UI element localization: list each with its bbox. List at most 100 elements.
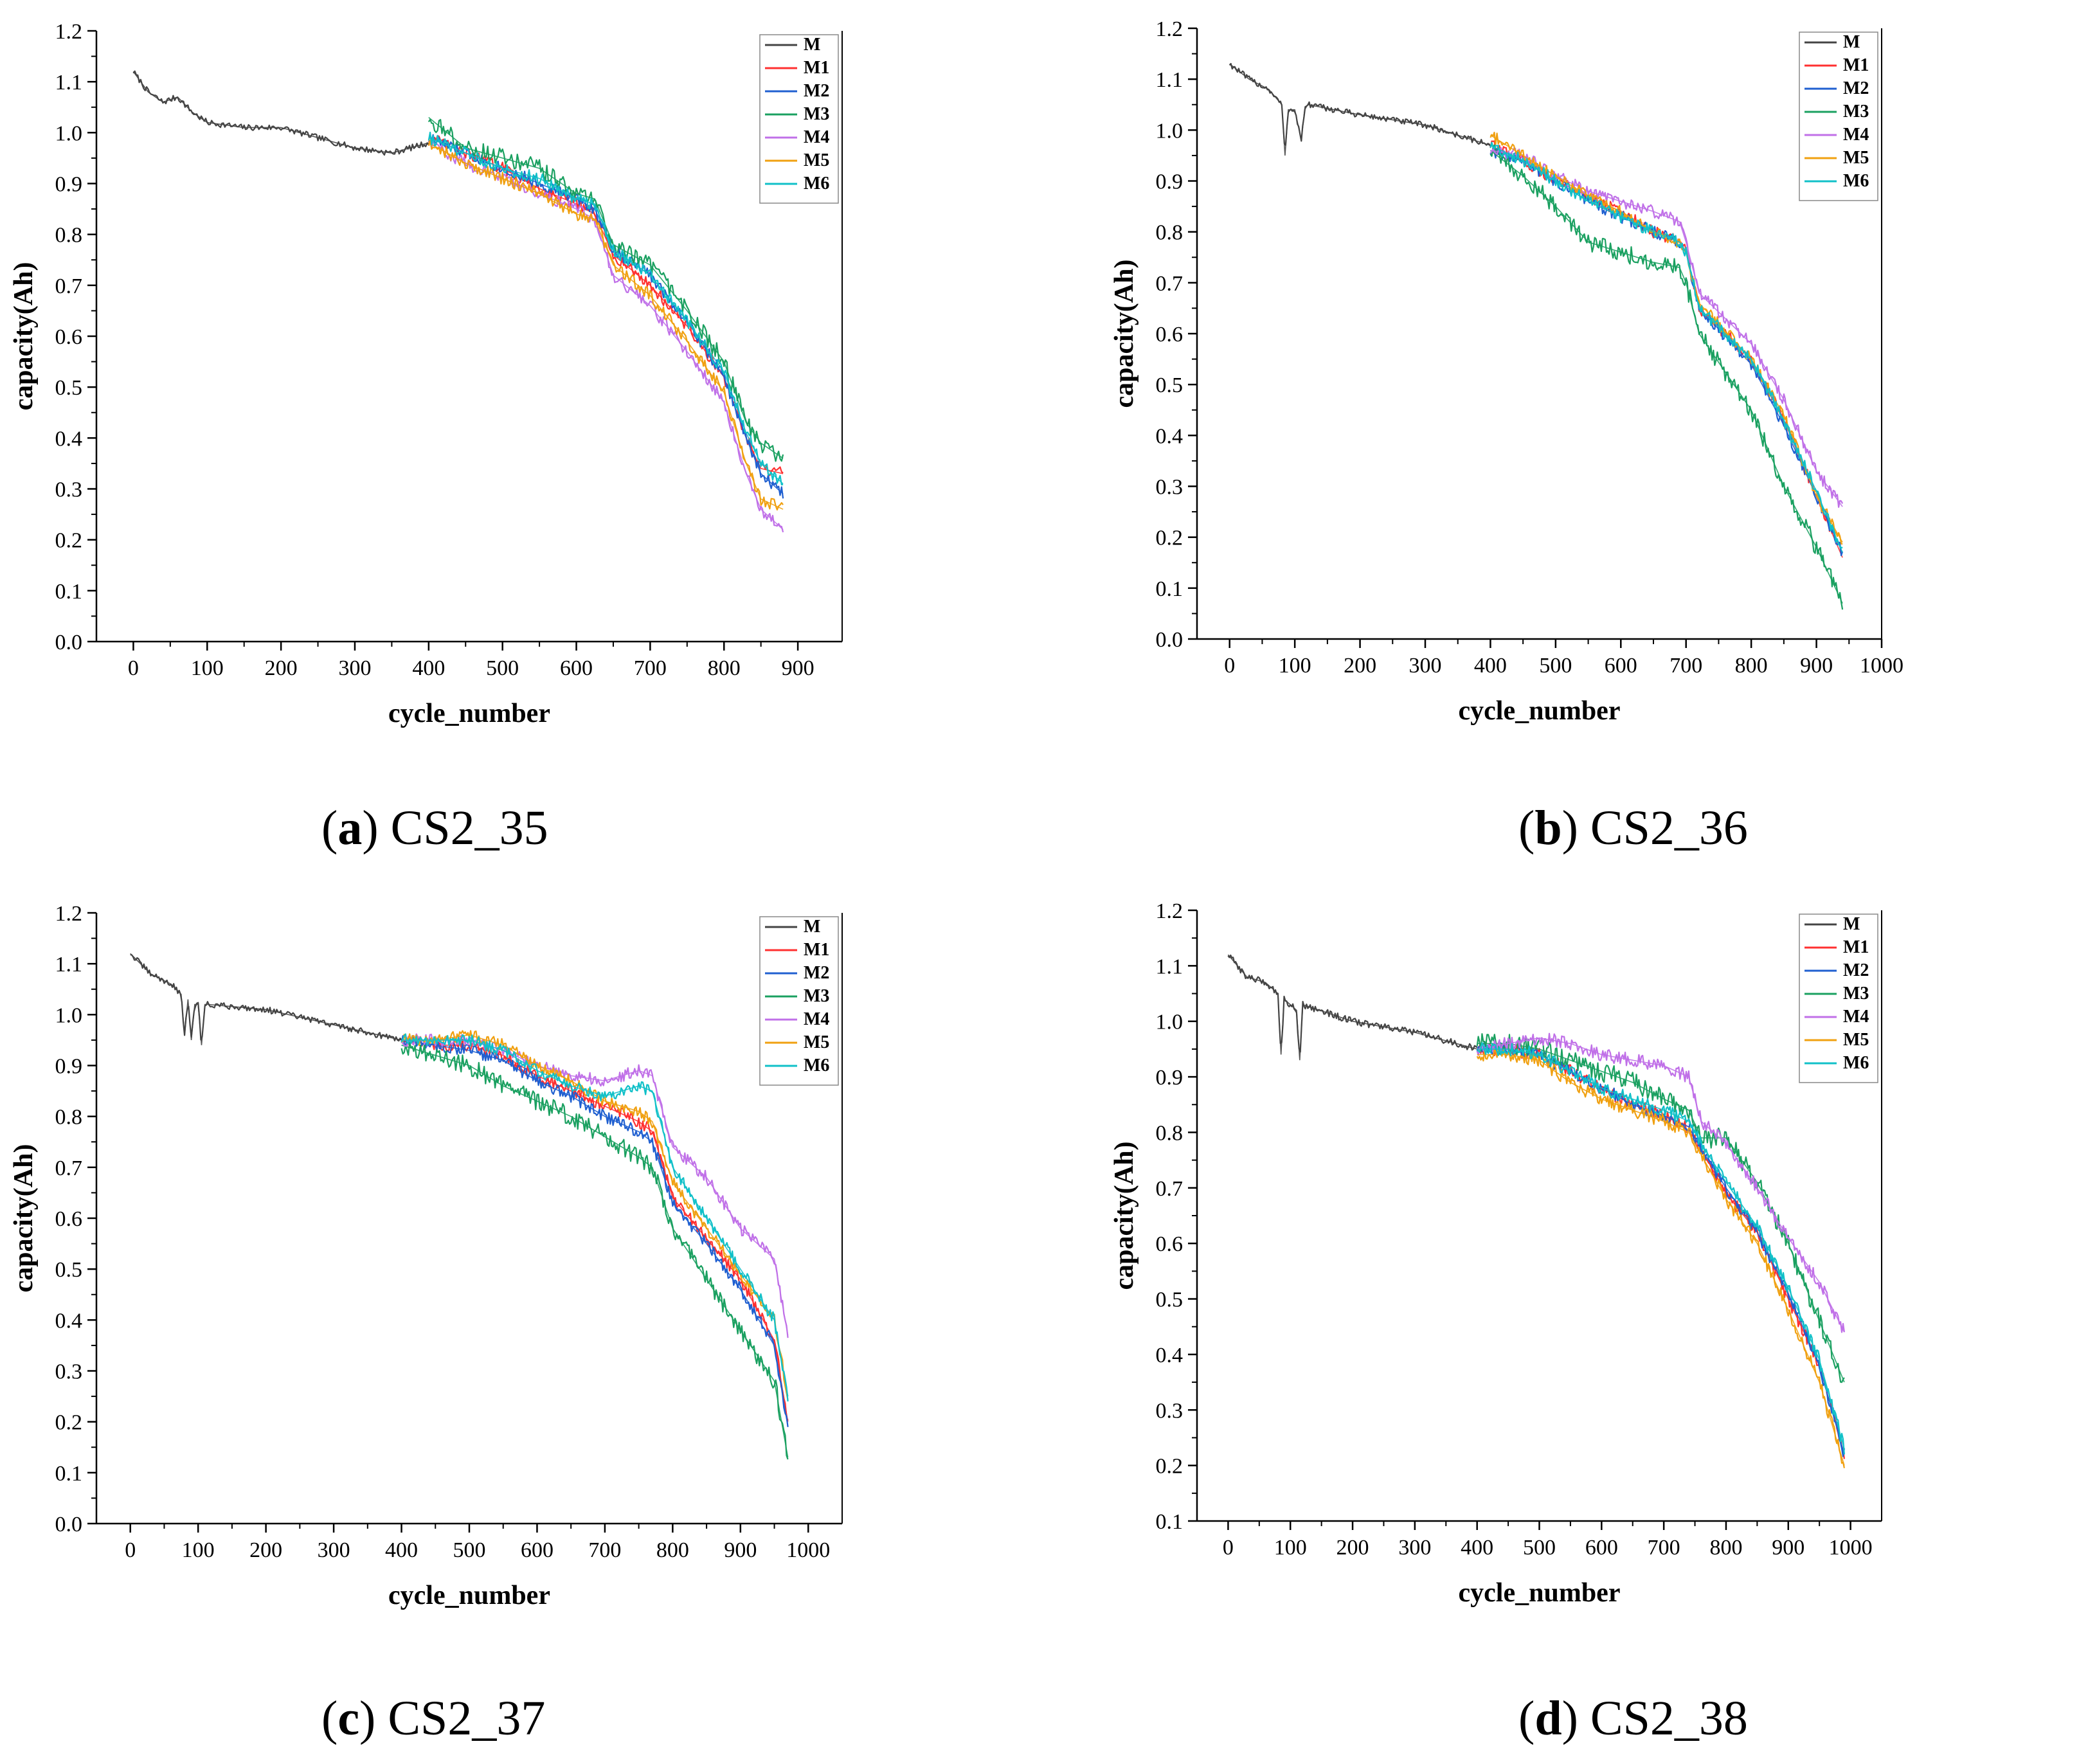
series-line-m6 <box>1477 1042 1845 1455</box>
chart-panel-a: 0.0 0.1 0.2 0.3 0.4 0.5 0.6 0.7 0.8 0.9 1.0 1.1 1.2 0… <box>9 20 843 728</box>
legend-label-m3: M3 <box>804 986 829 1006</box>
x-tick-label: 800 <box>1735 654 1768 678</box>
series-line-m <box>1228 62 1491 147</box>
series-line-m6 <box>1490 141 1843 549</box>
series-anchor-m5 <box>428 142 784 510</box>
legend-label-m2: M2 <box>1843 78 1869 98</box>
y-tick-label: 0.3 <box>1156 1399 1184 1423</box>
x-tick-label: 300 <box>1409 654 1442 678</box>
y-axis-title: capacity(Ah) <box>1110 260 1139 408</box>
x-tick-label: 1000 <box>1860 654 1904 678</box>
y-tick-label: 0.1 <box>1156 1510 1184 1534</box>
caption-d-text: CS2_38 <box>1590 1691 1748 1745</box>
x-tick-label: 400 <box>385 1538 418 1562</box>
y-tick-label: 0.5 <box>55 1258 83 1282</box>
series-anchor-m5 <box>401 1034 789 1397</box>
y-tick-label: 1.1 <box>55 71 83 94</box>
x-tick-label: 0 <box>1224 654 1235 678</box>
series-anchor-m2 <box>428 137 784 494</box>
series-line-m4 <box>1490 147 1844 509</box>
y-tick-label: 0.7 <box>55 1156 83 1180</box>
x-axis-title: cycle_number <box>1459 1578 1621 1608</box>
y-tick-label: 0.9 <box>55 1055 83 1079</box>
legend-label-m: M <box>1843 914 1860 934</box>
legend-label-m: M <box>804 917 820 937</box>
x-tick-label: 700 <box>1670 654 1702 678</box>
x-tick-label: 600 <box>1605 654 1637 678</box>
series-line-m4 <box>1476 1032 1845 1333</box>
series-anchor-m2 <box>1490 150 1843 553</box>
y-tick-label: 1.0 <box>55 122 83 145</box>
legend-label-m3: M3 <box>1843 102 1869 122</box>
series-line-m4 <box>428 140 784 533</box>
legend-label-m3: M3 <box>804 104 829 124</box>
series-line-m3 <box>1476 1033 1845 1383</box>
y-tick-label: 1.0 <box>1156 119 1184 143</box>
caption-a-text: CS2_35 <box>390 801 548 855</box>
y-tick-label: 0.8 <box>1156 1121 1184 1145</box>
x-tick-label: 900 <box>782 656 815 680</box>
legend-label-m5: M5 <box>1843 148 1869 168</box>
y-tick-label: 0.7 <box>1156 272 1184 296</box>
x-tick-label: 500 <box>1539 654 1572 678</box>
caption-c-text: CS2_37 <box>388 1691 546 1745</box>
legend-label-m5: M5 <box>1843 1030 1869 1050</box>
x-tick-label: 700 <box>634 656 667 680</box>
y-axis-title: capacity(Ah) <box>9 1144 39 1293</box>
x-tick-label: 400 <box>412 656 445 680</box>
legend-label-m3: M3 <box>1843 984 1869 1004</box>
legend-label-m: M <box>1843 32 1860 52</box>
y-tick-label: 0.5 <box>1156 1288 1184 1312</box>
y-tick-label: 0.6 <box>55 325 83 349</box>
y-axis-title: capacity(Ah) <box>9 262 39 411</box>
x-tick-label: 800 <box>1709 1536 1742 1560</box>
y-tick-label: 0.2 <box>55 1411 83 1435</box>
y-tick-label: 0.4 <box>1156 1344 1184 1367</box>
series-group <box>132 70 784 533</box>
y-tick-label: 1.2 <box>55 20 83 44</box>
x-tick-label: 300 <box>338 656 371 680</box>
series-anchor-m2 <box>401 1040 789 1427</box>
series-line-m <box>130 954 402 1042</box>
y-tick-label: 0.0 <box>1156 628 1184 652</box>
y-tick-label: 0.2 <box>55 529 83 553</box>
y-tick-label: 0.4 <box>55 427 83 451</box>
legend-label-m1: M1 <box>1843 55 1869 75</box>
legend-label-m2: M2 <box>804 81 829 101</box>
y-tick-label: 1.0 <box>1156 1011 1184 1034</box>
x-tick-label: 1000 <box>1829 1536 1873 1560</box>
x-tick-label: 900 <box>724 1538 757 1562</box>
x-tick-label: 100 <box>1279 654 1311 678</box>
series-group <box>1227 954 1845 1468</box>
y-tick-label: 0.2 <box>1156 1455 1184 1479</box>
y-tick-label: 1.1 <box>1156 955 1184 978</box>
series-anchor-m3 <box>1490 150 1843 604</box>
series-line-m6 <box>401 1033 789 1402</box>
series-anchor-m <box>130 953 402 1045</box>
series-line-m2 <box>401 1035 789 1427</box>
legend-label-m4: M4 <box>1843 125 1869 145</box>
y-tick-label: 0.7 <box>1156 1177 1184 1201</box>
x-tick-label: 0 <box>128 656 139 680</box>
legend-box <box>1799 914 1878 1083</box>
x-tick-label: 0 <box>1223 1536 1234 1560</box>
y-tick-label: 0.3 <box>55 478 83 502</box>
y-tick-label: 0.1 <box>55 1462 83 1486</box>
legend-label-m5: M5 <box>804 1032 829 1052</box>
legend-label-m5: M5 <box>804 150 829 170</box>
series-line-m5 <box>401 1030 789 1401</box>
x-tick-label: 900 <box>1772 1536 1805 1560</box>
y-tick-label: 1.1 <box>1156 68 1184 92</box>
series-line-m5 <box>1476 1048 1845 1468</box>
series-anchor-m4 <box>401 1040 789 1336</box>
series-anchor-m3 <box>1477 1043 1845 1383</box>
legend-label-m1: M1 <box>804 58 829 78</box>
y-tick-label: 0.6 <box>1156 1232 1184 1256</box>
y-tick-label: 0.6 <box>1156 323 1184 346</box>
y-tick-label: 1.1 <box>55 953 83 977</box>
y-tick-label: 0.9 <box>1156 170 1184 194</box>
series-line-m <box>132 70 429 156</box>
series-line-m1 <box>1490 140 1843 554</box>
caption-a: (a) CS2_35 <box>321 801 548 855</box>
